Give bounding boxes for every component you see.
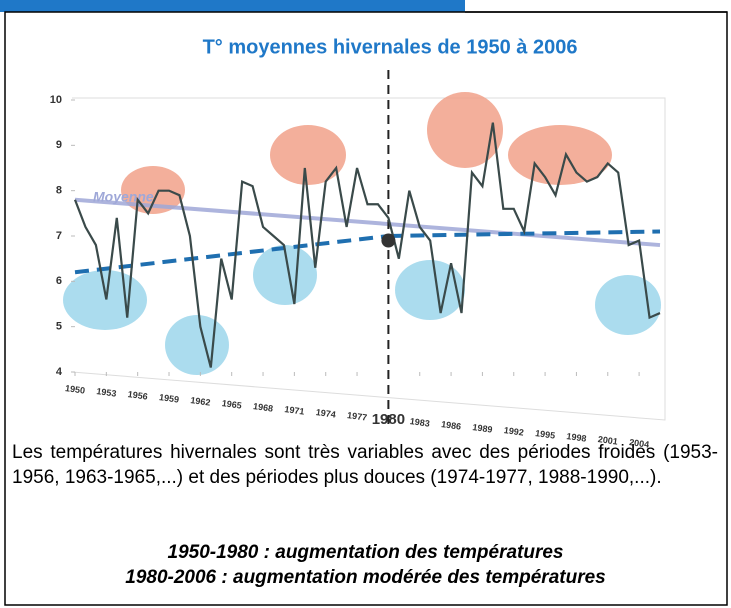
mean-label: Moyenne [93,188,154,204]
cold-highlight [595,275,661,335]
x-tick-label: 1983 [409,416,430,429]
y-tick-label: 4 [56,366,63,378]
x-tick-label: 1986 [441,419,462,432]
y-tick-label: 5 [56,321,62,333]
x-tick-label: 1968 [253,401,274,414]
paragraph: Les températures hivernales sont très va… [12,442,718,488]
x-tick-label: 1977 [347,410,368,423]
cold-highlight [165,315,229,375]
conclusion: 1950-1980 : augmentation des température… [167,542,564,563]
x-tick-label: 1959 [158,392,179,405]
x-tick-label: 1962 [190,395,211,408]
x-tick-label: 1953 [96,386,117,399]
cold-highlight [395,260,465,320]
y-tick-label: 10 [50,94,62,106]
pivot-point [381,233,396,248]
trend-line [74,234,389,275]
cold-highlight [63,270,147,330]
chart-title: T° moyennes hivernales de 1950 à 2006 [203,36,578,58]
x-tick-label: 1971 [284,404,305,417]
y-tick-label: 9 [56,139,62,151]
x-tick-label: 1956 [127,389,148,402]
plot-box [71,97,666,421]
y-tick-label: 7 [56,230,62,242]
x-tick-label: 1992 [503,425,524,438]
conclusion: 1980-2006 : augmentation modérée des tem… [125,567,606,588]
y-tick-label: 6 [56,275,62,287]
x-tick-label: 2004 [629,437,650,450]
x-tick-label: 1989 [472,422,493,435]
temperature-line [73,122,661,368]
x-tick-label: 1965 [221,398,242,411]
x-tick-label: 2001 [597,434,618,447]
warm-highlight [427,92,503,168]
cold-highlight [253,245,317,305]
x-tick-label: 1998 [566,431,587,444]
x-tick-label: 1974 [315,407,336,420]
y-tick-label: 8 [56,185,62,197]
x-tick-label: 1950 [64,383,85,396]
banner [0,0,465,12]
frame [4,11,728,606]
x-tick-label: 1995 [535,428,556,441]
warm-highlight [270,125,346,185]
mean-line [74,197,661,248]
